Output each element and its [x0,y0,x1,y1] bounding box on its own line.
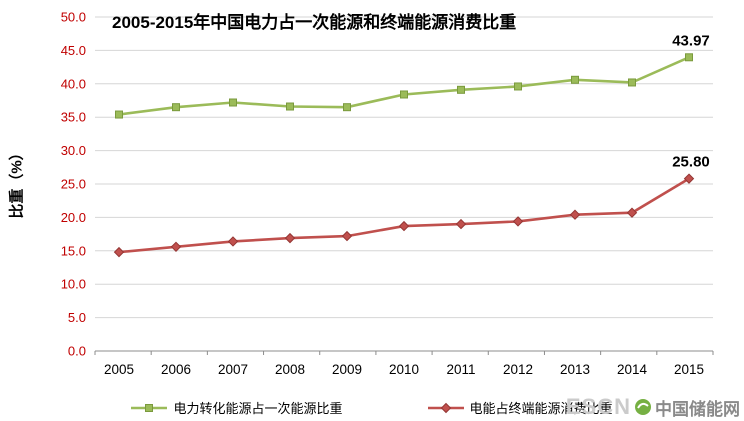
x-tick-label: 2011 [446,362,475,377]
series-line [118,56,690,116]
square-marker-icon [286,102,294,111]
x-tick-label: 2006 [161,362,191,377]
watermark-escn-text: ESCN [565,394,631,419]
x-tick-label: 2010 [389,362,419,377]
diamond-marker-icon [227,236,239,247]
watermark: ESCN 中国储能网 [566,394,740,420]
chart-title: 2005-2015年中国电力占一次能源和终端能源消费比重 [112,13,517,32]
x-tick-label: 2008 [275,362,305,377]
square-marker-icon [229,98,237,107]
x-tick-label: 2009 [332,362,362,377]
y-tick-label: 10.0 [61,277,86,292]
diamond-marker-icon [341,230,353,242]
diamond-marker-icon [569,209,581,220]
diamond-marker-icon [512,216,524,227]
square-marker-icon [115,110,123,119]
plot-area: 0.0 5.0 10.0 15.0 20.0 25.0 30.0 35.0 40.0 45.0 50… [61,10,714,377]
series-end-data-label: 25.80 [672,154,710,171]
y-tick-label: 20.0 [61,210,86,225]
legend-label: 电力转化能源占一次能源比重 [173,401,343,416]
escn-logo-icon [634,398,652,416]
square-marker-icon [514,82,522,91]
x-tick-label: 2007 [218,362,248,377]
square-marker-icon [343,103,351,112]
legend-label: 电能占终端能源消费比重 [469,401,613,416]
y-tick-label: 5.0 [68,310,86,325]
y-tick-label: 50.0 [61,10,86,25]
x-tick-label: 2013 [560,362,590,377]
diamond-marker-icon [626,207,638,218]
series-line [118,177,690,254]
x-tick-label: 2012 [503,362,533,377]
diamond-marker-icon [398,220,410,232]
y-tick-label: 15.0 [61,243,86,258]
legend: 电力转化能源占一次能源比重 电能占终端能源消费比重 [0,398,744,417]
x-tick-label: 2014 [617,362,648,377]
y-tick-label: 30.0 [61,143,86,158]
square-marker-icon [628,78,636,87]
diamond-marker-icon [113,246,125,258]
diamond-marker-icon [455,218,467,230]
legend-square-marker-icon [131,403,168,412]
diamond-marker-icon [284,232,296,244]
series-end-data-label: 43.97 [672,32,710,49]
diamond-marker-icon [683,173,695,184]
square-marker-icon [172,103,180,112]
square-marker-icon [685,53,693,62]
y-axis-title: 比重（%） [8,145,26,219]
legend-item: 电力转化能源占一次能源比重 [131,398,343,417]
legend-diamond-marker-icon [427,402,464,413]
y-tick-label: 40.0 [61,76,86,91]
y-tick-label: 25.0 [61,177,86,192]
x-tick-label: 2005 [104,362,134,377]
square-marker-icon [571,75,579,84]
square-marker-icon [457,85,465,94]
diamond-marker-icon [170,241,182,252]
watermark-site-text: 中国储能网 [655,399,740,419]
y-tick-label: 45.0 [61,43,86,58]
legend-item: 电能占终端能源消费比重 [427,398,613,417]
y-tick-label: 35.0 [61,110,86,125]
square-marker-icon [400,90,408,99]
y-tick-label: 0.0 [68,344,86,359]
x-tick-label: 2015 [674,362,704,377]
